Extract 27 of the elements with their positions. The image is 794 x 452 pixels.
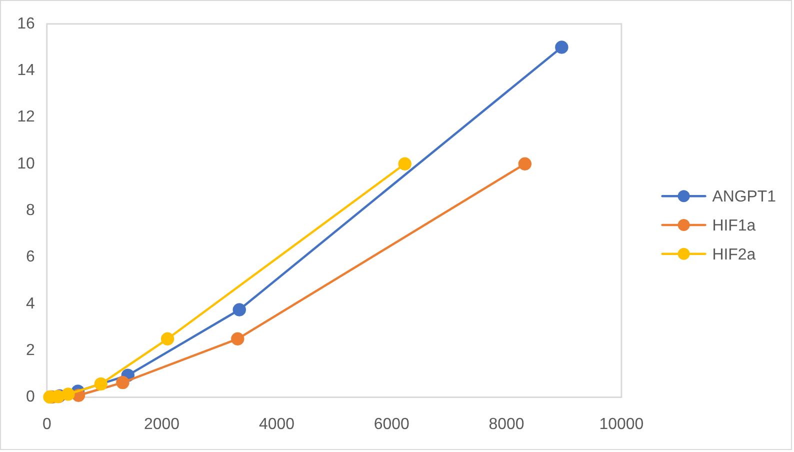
- point: [94, 377, 108, 391]
- y-tick-label: 8: [26, 202, 36, 219]
- point: [231, 332, 244, 346]
- x-tick-label: 6000: [374, 416, 410, 434]
- x-tick-label: 10000: [599, 416, 644, 434]
- y-tick-label: 0: [26, 388, 36, 406]
- legend-label: HIF1a: [712, 217, 756, 234]
- point: [398, 157, 412, 170]
- y-tick-label: 14: [17, 62, 36, 79]
- y-tick-label: 10: [17, 155, 36, 172]
- y-tick-label: 6: [26, 248, 36, 266]
- x-tick-label: 4000: [258, 416, 295, 434]
- point: [555, 40, 568, 54]
- x-tick-label: 8000: [488, 416, 524, 434]
- legend-label: HIF2a: [712, 246, 756, 264]
- y-tick-label: 16: [17, 15, 36, 32]
- x-tick-label: 2000: [144, 416, 180, 434]
- x-tick-label: 0: [42, 416, 52, 434]
- point: [62, 388, 75, 401]
- y-tick-label: 4: [26, 295, 36, 312]
- point: [518, 157, 532, 170]
- point: [116, 376, 130, 390]
- point: [232, 303, 246, 316]
- y-tick-label: 2: [26, 342, 36, 359]
- point: [160, 332, 174, 346]
- legend-label: ANGPT1: [712, 188, 776, 206]
- y-tick-label: 12: [17, 108, 36, 126]
